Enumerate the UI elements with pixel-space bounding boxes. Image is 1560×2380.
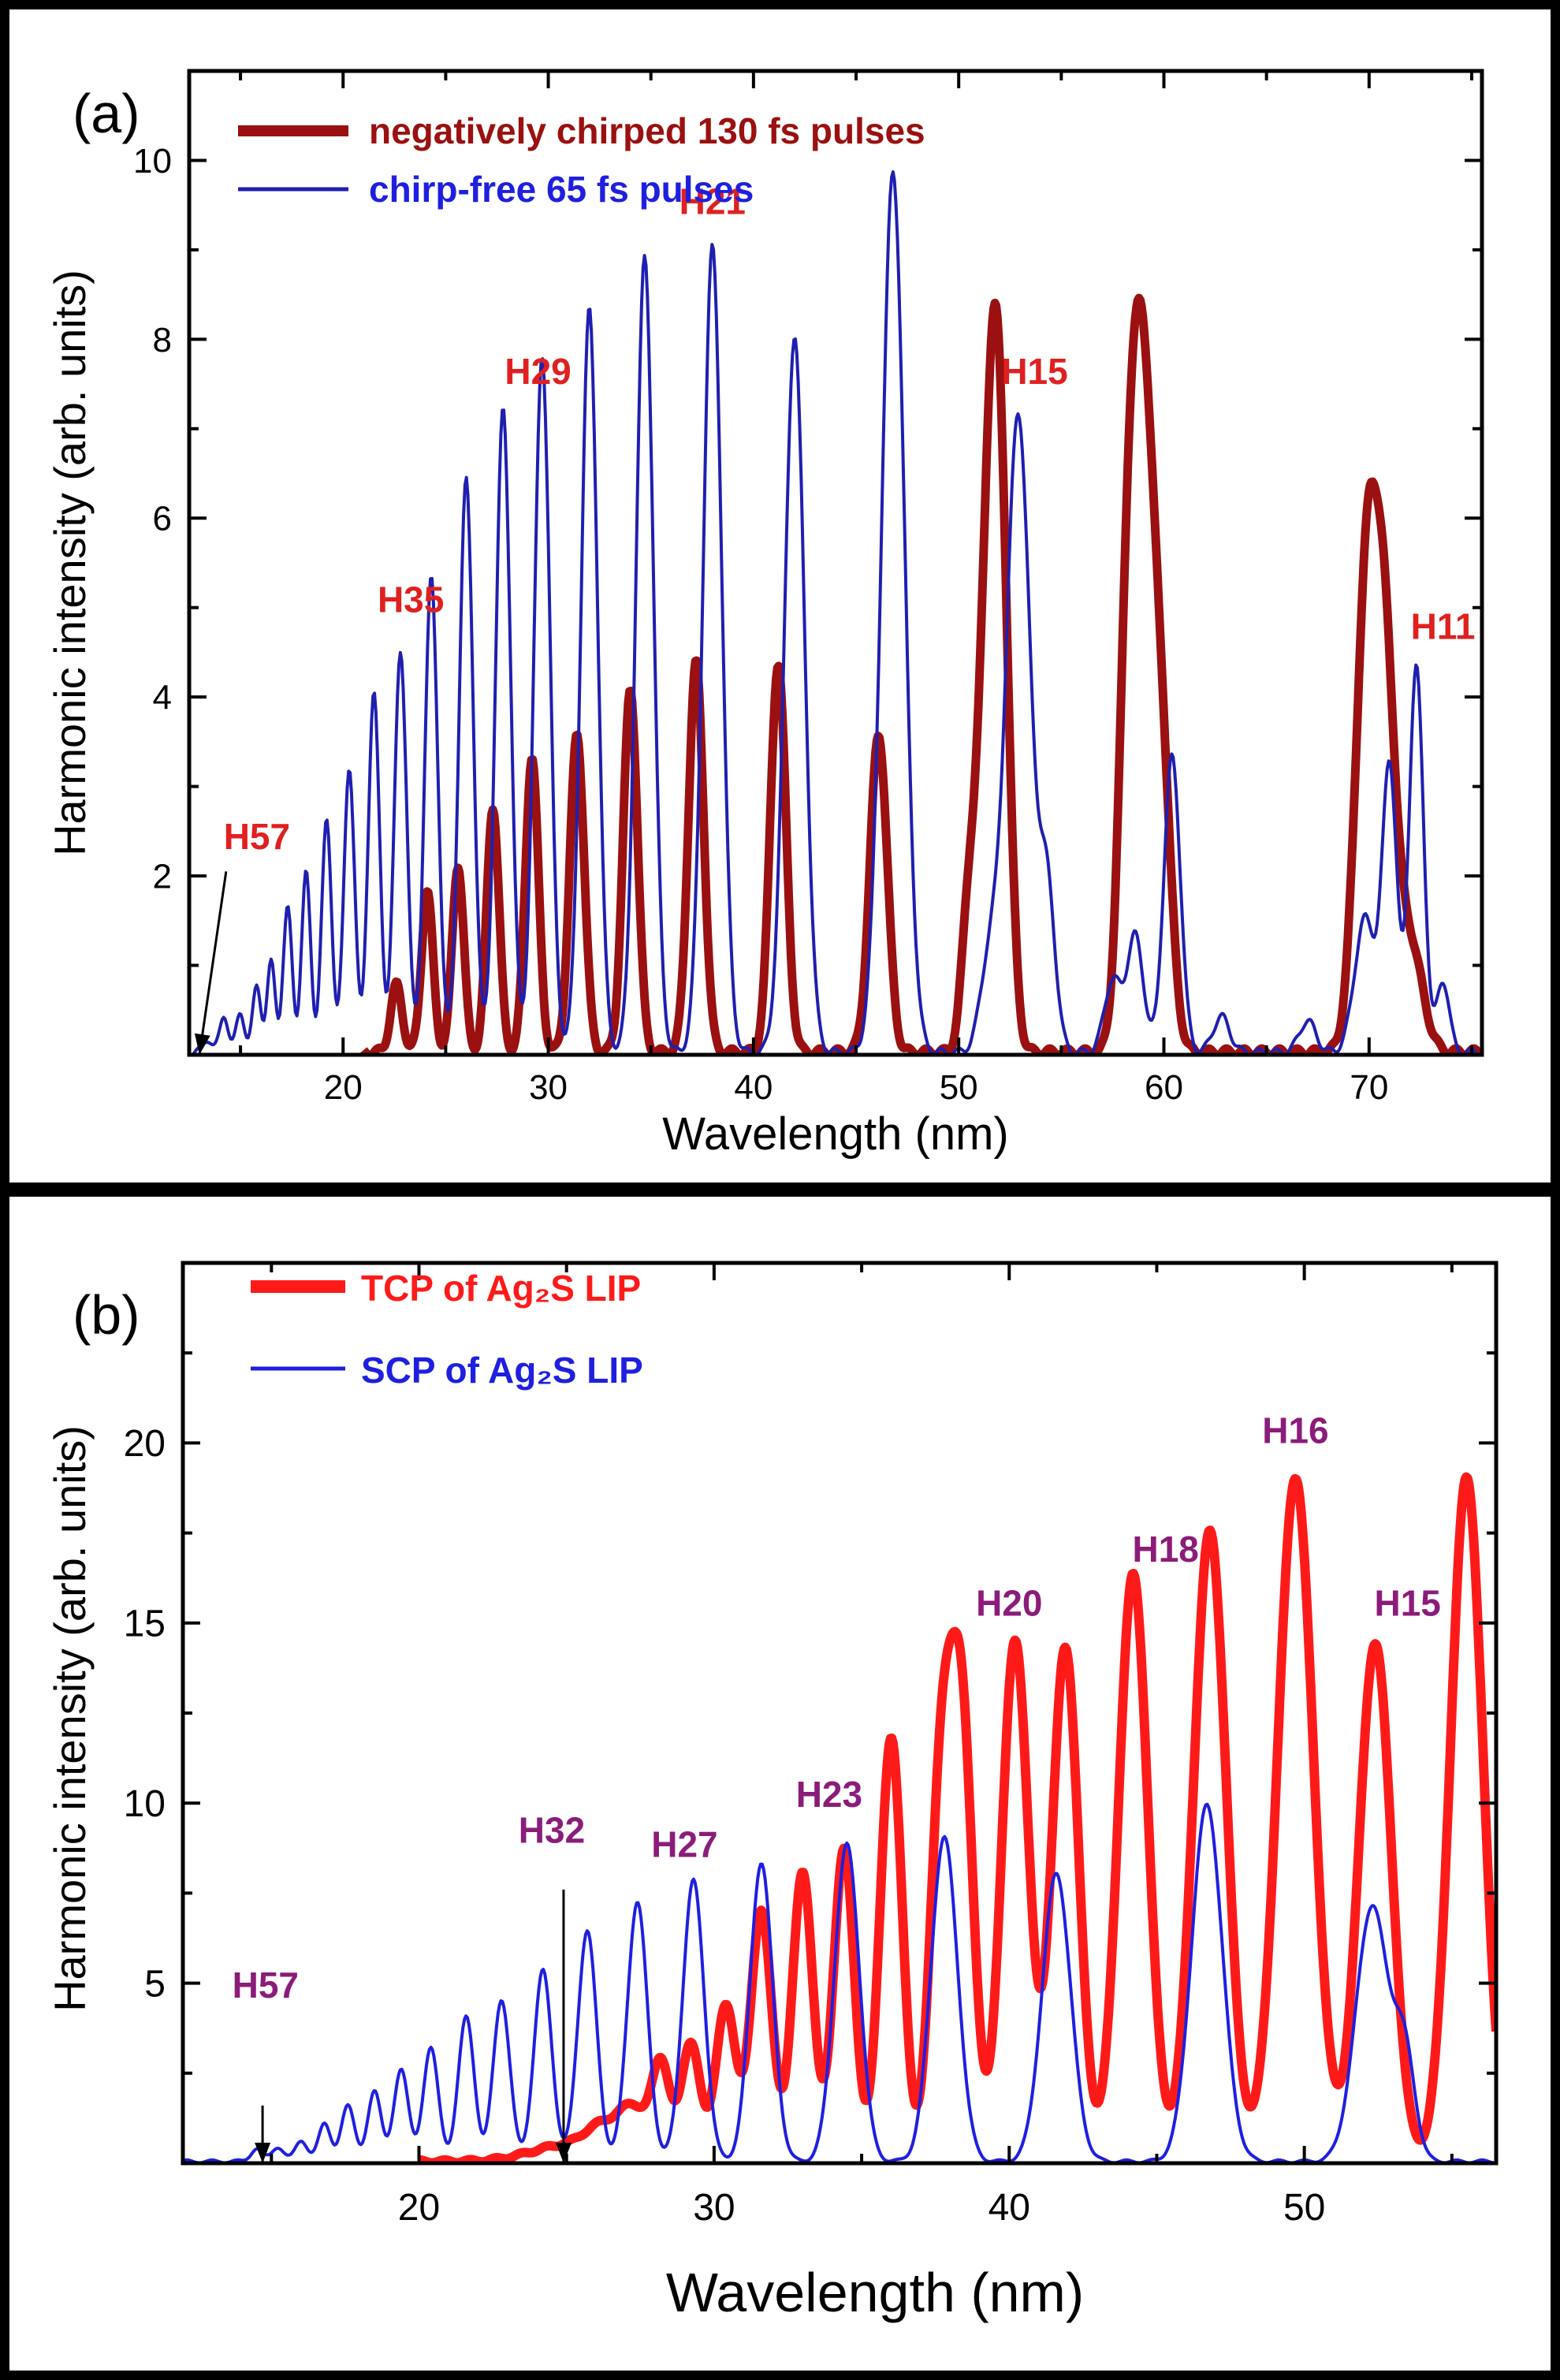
panel-b: 20 30 40 50 5 10 15 20 H57 H32 H27 H23 H20 H18 H16 H15…: [45, 1261, 1499, 2323]
xtick-label-a-60: 60: [1145, 1068, 1183, 1107]
annotation-b-h32: H32: [519, 1809, 585, 1850]
panel-a-frame: [0, 0, 1560, 1192]
legend-b-text-2: SCP of Ag₂S LIP: [361, 1350, 643, 1391]
annotation-a-h15: H15: [1001, 351, 1067, 392]
panel-b-label: (b): [73, 1284, 140, 1346]
annotation-a-h11: H11: [1411, 605, 1476, 646]
ytick-label-b-20: 20: [124, 1423, 166, 1465]
panel-a-curves: [189, 170, 1482, 1055]
annotation-b-h16: H16: [1262, 1410, 1328, 1451]
legend-a-text-2: chirp-free 65 fs pulses: [369, 169, 754, 210]
ytick-label-b-15: 15: [124, 1603, 166, 1645]
series-a-1-line: [360, 293, 1482, 1055]
panel-b-axes: [181, 1261, 1499, 2166]
xtick-label-a-30: 30: [529, 1068, 568, 1107]
annotation-b-h27: H27: [651, 1824, 717, 1865]
ytick-label-a-10: 10: [133, 142, 172, 181]
panel-b-ylabel: Harmonic intensity (arb. units): [45, 1425, 95, 2012]
arrowhead-b-2: [556, 2143, 572, 2163]
panel-a-xlabel: Wavelength (nm): [662, 1108, 1008, 1160]
xtick-label-a-50: 50: [940, 1068, 978, 1107]
series-b-2-line: [183, 1802, 1496, 2163]
annotation-a-h57: H57: [224, 816, 290, 857]
arrowhead-a-1: [194, 1033, 210, 1055]
xtick-label-a-70: 70: [1350, 1068, 1388, 1107]
ytick-label-a-6: 6: [153, 500, 172, 538]
annotation-a-h29: H29: [504, 351, 571, 392]
xtick-label-a-20: 20: [324, 1068, 363, 1107]
ytick-label-a-2: 2: [153, 857, 172, 896]
annotation-b-h23: H23: [796, 1774, 862, 1815]
annotation-b-h15: H15: [1374, 1583, 1440, 1624]
arrow-a-1: [198, 871, 228, 1056]
series-b-1-line: [415, 1472, 1496, 2163]
panel-a-ylabel: Harmonic intensity (arb. units): [45, 270, 95, 856]
panel-b-frame: [0, 1187, 1560, 2380]
xtick-label-a-40: 40: [734, 1068, 773, 1107]
panel-a: 20 30 40 50 60 70 2 4 6 8 10 H57 H35 H29 H21 H15 H11 (a…: [45, 69, 1484, 1160]
panel-b-ticks: 20 30 40 50 5 10 15 20: [124, 1263, 1496, 2229]
panel-b-annotations: H57 H32 H27 H23 H20 H18 H16 H15: [233, 1410, 1441, 2163]
ytick-label-a-4: 4: [153, 679, 172, 717]
panel-a-annotations: H57 H35 H29 H21 H15 H11: [194, 181, 1476, 1056]
arrowhead-b-1: [255, 2143, 271, 2163]
legend-a-text-1: negatively chirped 130 fs pulses: [369, 110, 925, 151]
annotation-b-h18: H18: [1132, 1529, 1198, 1570]
xtick-label-b-20: 20: [398, 2187, 440, 2229]
annotation-a-h21: H21: [679, 181, 746, 222]
legend-b-text-1: TCP of Ag₂S LIP: [361, 1268, 641, 1309]
xtick-label-b-40: 40: [988, 2187, 1030, 2229]
panel-a-axes: [187, 69, 1484, 1057]
xtick-label-b-30: 30: [693, 2187, 735, 2229]
ytick-label-b-10: 10: [124, 1783, 166, 1825]
series-a-2-line: [189, 170, 1482, 1055]
panel-a-label: (a): [73, 83, 140, 144]
annotation-b-h57: H57: [233, 1965, 299, 2006]
ytick-label-a-8: 8: [153, 321, 172, 359]
panel-b-curves: [183, 1472, 1496, 2163]
xtick-label-b-50: 50: [1283, 2187, 1325, 2229]
panel-a-ticks: 20 30 40 50 60 70 2 4 6 8 10: [133, 71, 1482, 1107]
panel-b-xlabel: Wavelength (nm): [666, 2262, 1084, 2323]
ytick-label-b-5: 5: [144, 1963, 166, 2005]
annotation-b-h20: H20: [976, 1583, 1042, 1624]
annotation-a-h35: H35: [378, 579, 444, 620]
